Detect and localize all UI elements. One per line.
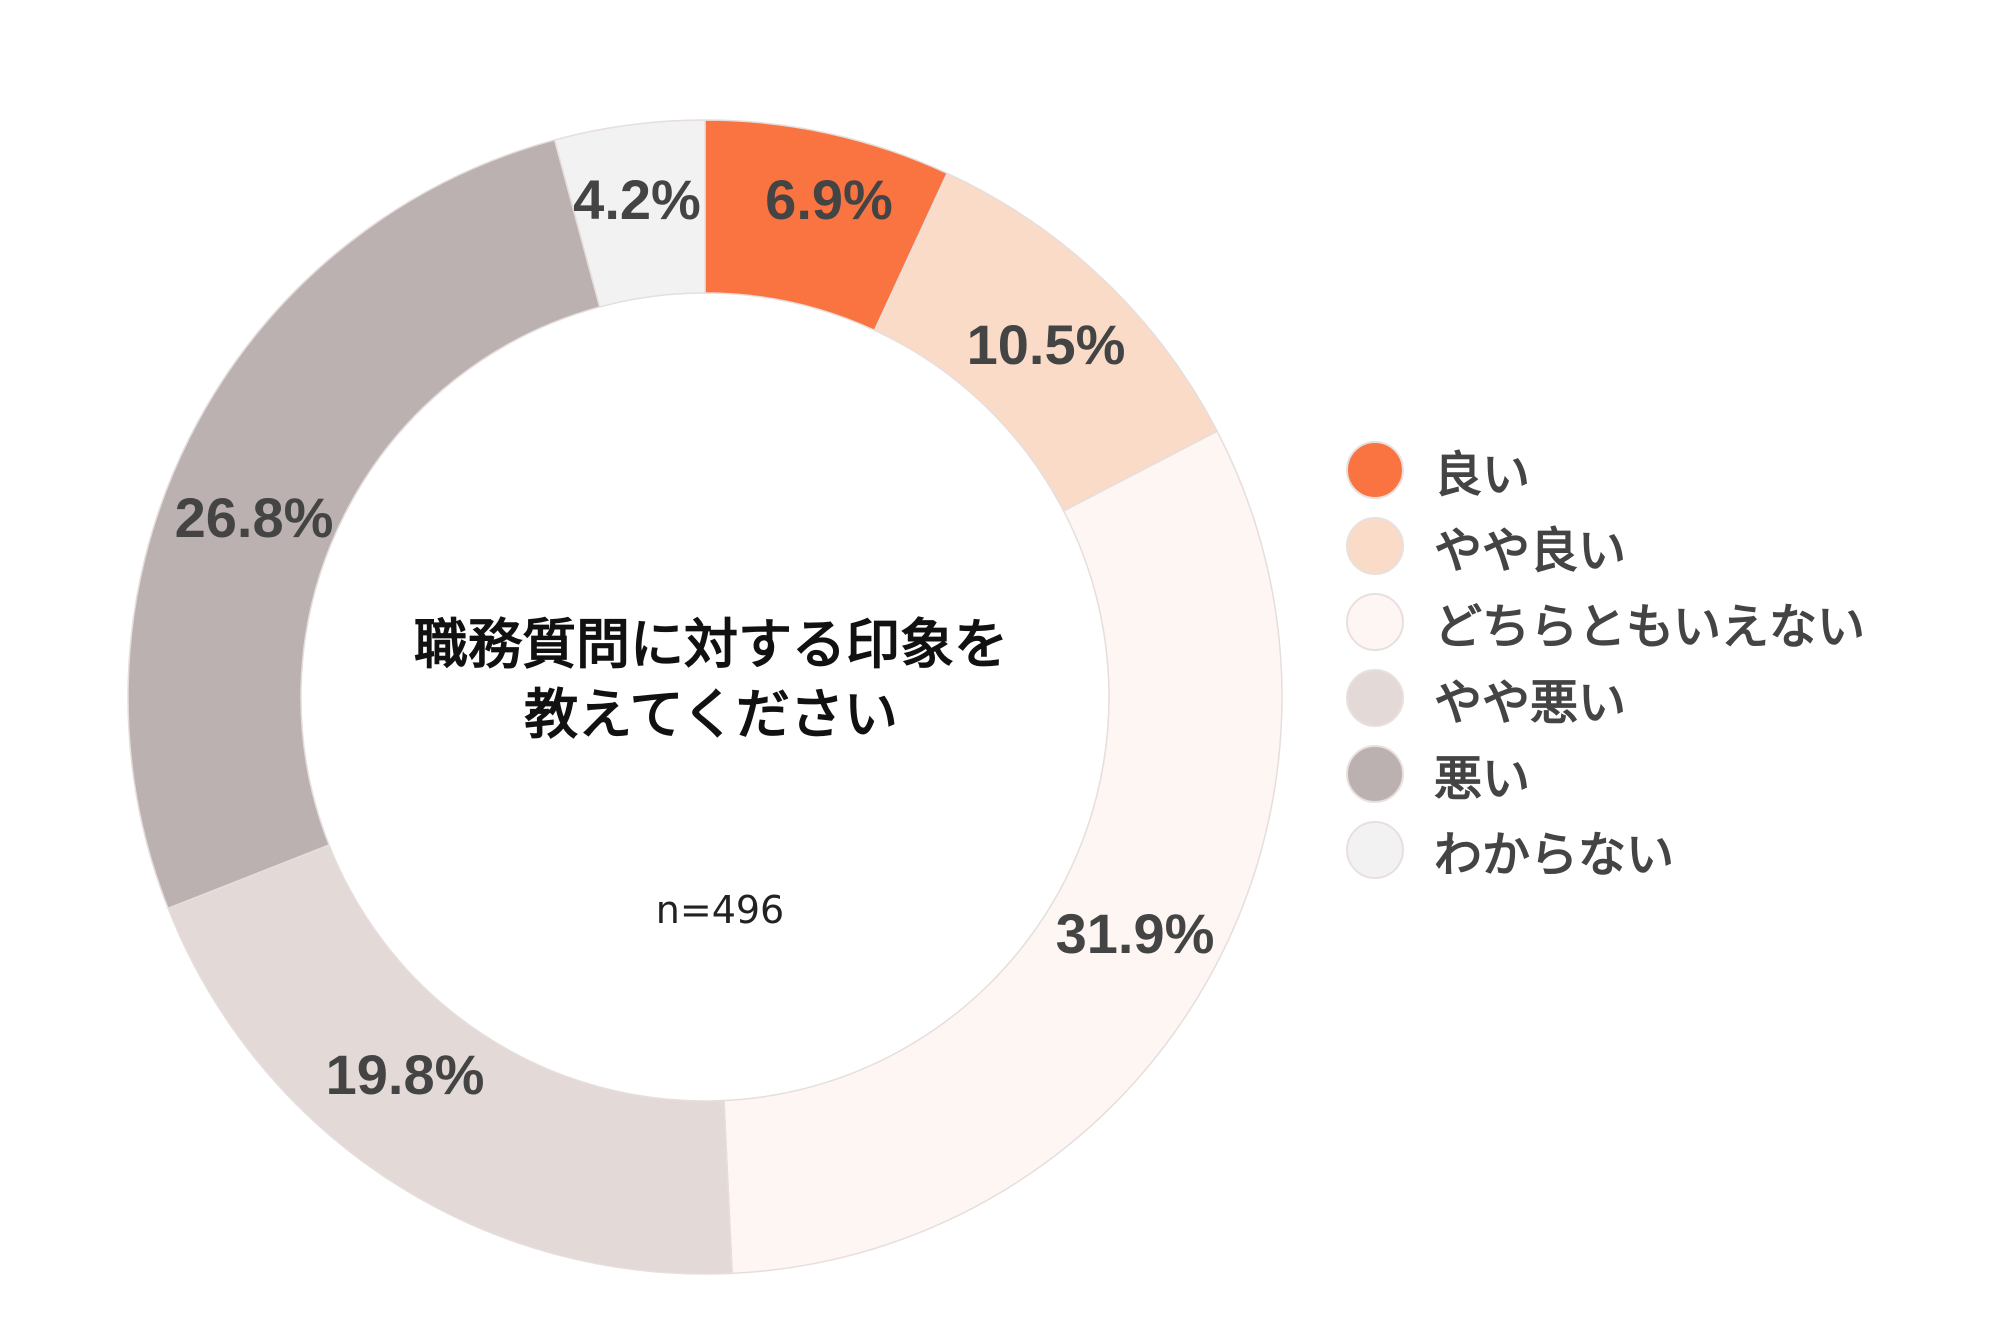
data-label: 4.2% [573,168,701,231]
legend-item: やや悪い [1346,660,1865,736]
chart-title-line-1: 職務質問に対する印象を [414,613,1008,676]
legend-item: 悪い [1346,736,1865,812]
donut-slice-3 [723,430,1283,1275]
legend-label: やや悪い [1434,675,1627,731]
sample-size: n=496 [655,888,785,932]
legend-swatch [1346,593,1404,651]
donut-slice-6 [553,119,706,308]
chart-title: 職務質問に対する印象を 教えてください [311,610,1111,750]
legend-swatch [1346,745,1404,803]
data-label: 19.8% [326,1043,485,1106]
legend-swatch [1346,669,1404,727]
data-label: 31.9% [1056,902,1215,965]
legend-item: わからない [1346,812,1865,888]
donut-slice-4 [167,844,733,1275]
legend-swatch [1346,517,1404,575]
legend-item: どちらともいえない [1346,584,1865,660]
legend-swatch [1346,821,1404,879]
donut-slice-5 [127,139,601,910]
legend-label: 良い [1434,447,1531,503]
data-label: 10.5% [967,313,1126,376]
legend-label: どちらともいえない [1434,599,1866,655]
legend-label: やや良い [1434,523,1627,579]
legend-item: やや良い [1346,508,1865,584]
data-label: 6.9% [765,168,893,231]
legend-label: わからない [1434,827,1675,883]
legend-swatch [1346,441,1404,499]
legend-label: 悪い [1434,751,1531,807]
data-label: 26.8% [175,486,334,549]
legend-item: 良い [1346,432,1865,508]
legend: 良い やや良い どちらともいえない やや悪い 悪い わからない [1346,432,1865,888]
chart-title-line-2: 教えてください [524,683,898,746]
